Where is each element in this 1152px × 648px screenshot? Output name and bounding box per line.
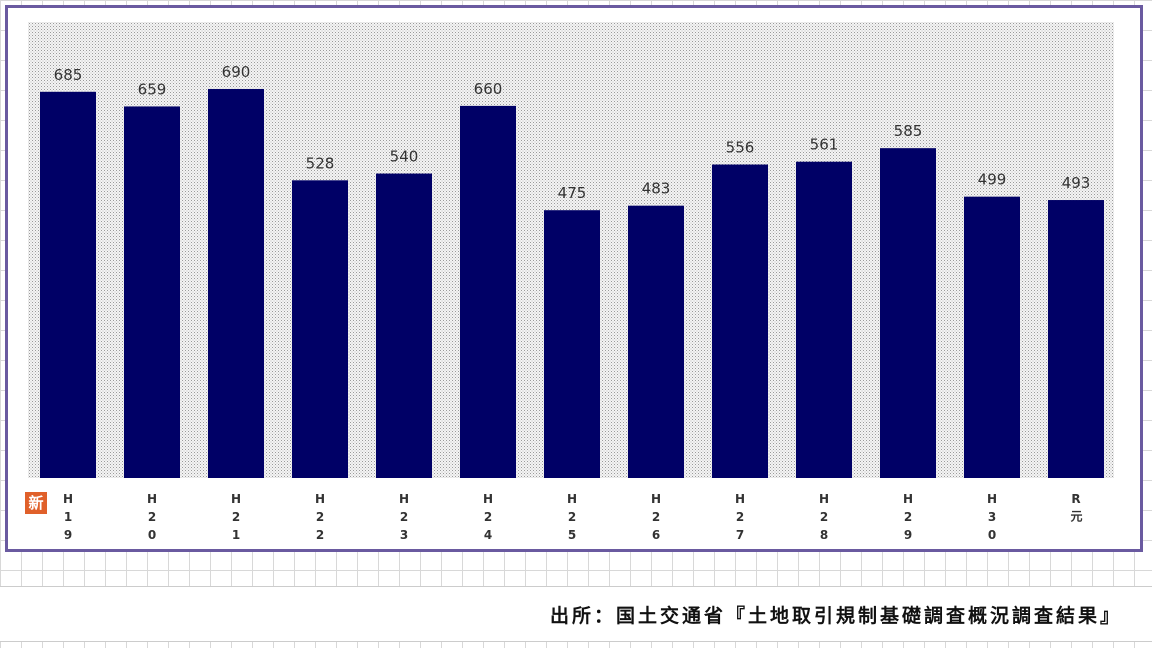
x-tick-label: H19 [61,492,75,546]
bar [376,173,432,478]
value-label: 540 [390,148,419,166]
x-tick-label: H25 [565,492,579,546]
x-tick-label: H24 [481,492,495,546]
bar [1048,200,1104,478]
bar [40,91,96,478]
bar [292,180,348,478]
x-tick-label: H21 [229,492,243,546]
bar [880,148,936,478]
bar [796,161,852,479]
value-label: 685 [54,66,83,84]
x-tick-label: H23 [397,492,411,546]
bar [460,105,516,478]
badge: 新 [25,492,47,514]
chart-frame: 685 659 690 528 540 660 475 483 556 561 585 499 493 … [5,5,1143,552]
value-label: 475 [558,184,587,202]
bar [208,88,264,478]
x-tick-label: H29 [901,492,915,546]
chart: 685 659 690 528 540 660 475 483 556 561 585 499 493 [28,22,1114,479]
footer: 出所：国土交通省『土地取引規制基礎調査概況調査結果』 [0,586,1152,642]
x-tick-label: H20 [145,492,159,546]
value-label: 659 [138,80,167,98]
value-label: 493 [1062,174,1091,192]
value-label: 556 [726,139,755,157]
bar [964,196,1020,478]
bar [544,210,600,478]
value-label: 690 [222,63,251,81]
x-tick-label: H26 [649,492,663,546]
value-label: 499 [978,171,1007,189]
value-label: 561 [810,136,839,154]
bar [712,164,768,478]
bar [124,106,180,478]
x-tick-label: H27 [733,492,747,546]
bar [628,205,684,478]
x-tick-label: R元 [1069,492,1083,526]
value-label: 483 [642,180,671,198]
value-label: 528 [306,154,335,172]
value-label: 660 [474,80,503,98]
value-label: 585 [894,122,923,140]
x-tick-label: H28 [817,492,831,546]
x-tick-label: H22 [313,492,327,546]
x-tick-label: H30 [985,492,999,546]
source-note: 出所：国土交通省『土地取引規制基礎調査概況調査結果』 [549,605,1122,627]
